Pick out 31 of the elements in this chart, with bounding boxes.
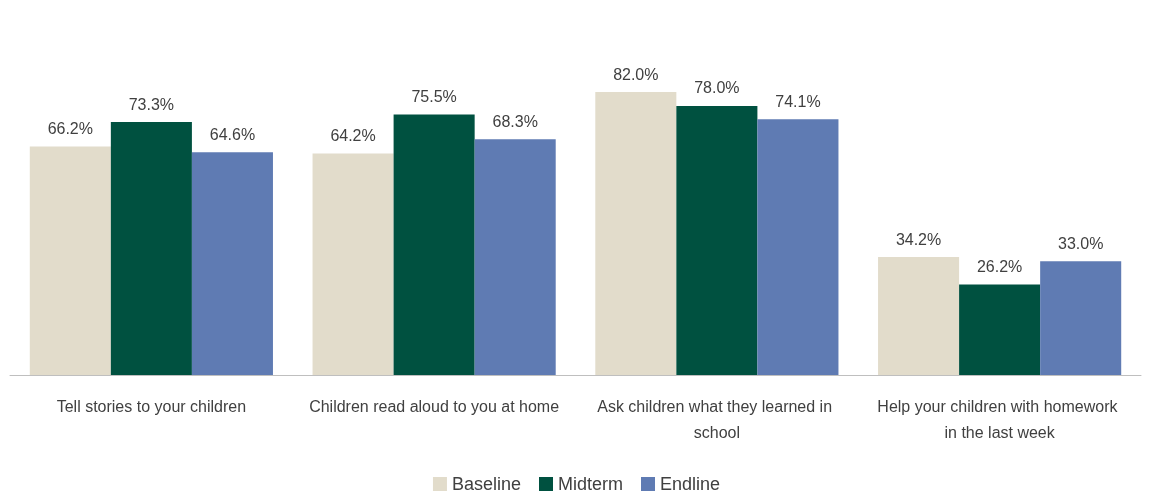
bar bbox=[29, 146, 111, 375]
bar bbox=[312, 153, 394, 375]
data-label: 64.2% bbox=[330, 127, 376, 145]
data-label: 82.0% bbox=[613, 65, 659, 83]
data-label: 73.3% bbox=[128, 95, 175, 113]
data-label: 66.2% bbox=[47, 120, 94, 138]
bar bbox=[474, 139, 556, 375]
x-tick-label: Help your children with homework in the last week bbox=[877, 397, 1122, 441]
bar bbox=[1040, 261, 1122, 375]
bar bbox=[595, 92, 677, 375]
bar bbox=[878, 257, 960, 375]
bar bbox=[191, 152, 273, 375]
data-label: 33.0% bbox=[1057, 234, 1104, 252]
bar bbox=[959, 284, 1041, 375]
data-label: 34.2% bbox=[895, 230, 942, 248]
data-label: 78.0% bbox=[694, 79, 740, 97]
x-tick-label: Ask children what they learned in school bbox=[597, 397, 837, 441]
legend-label: Midterm bbox=[558, 474, 624, 494]
data-label: 64.6% bbox=[209, 125, 256, 143]
bar bbox=[393, 114, 475, 375]
bar bbox=[757, 119, 839, 375]
legend-label: Baseline bbox=[451, 474, 521, 494]
data-label: 26.2% bbox=[976, 258, 1023, 276]
data-label: 68.3% bbox=[492, 112, 538, 130]
data-label: 75.5% bbox=[411, 88, 457, 106]
bar bbox=[110, 122, 192, 375]
legend-label: Endline bbox=[660, 474, 721, 494]
x-tick-label: Tell stories to your children bbox=[56, 397, 247, 415]
bar bbox=[676, 105, 758, 375]
x-tick-label: Children read aloud to you at home bbox=[309, 397, 560, 415]
data-label: 74.1% bbox=[775, 92, 821, 110]
